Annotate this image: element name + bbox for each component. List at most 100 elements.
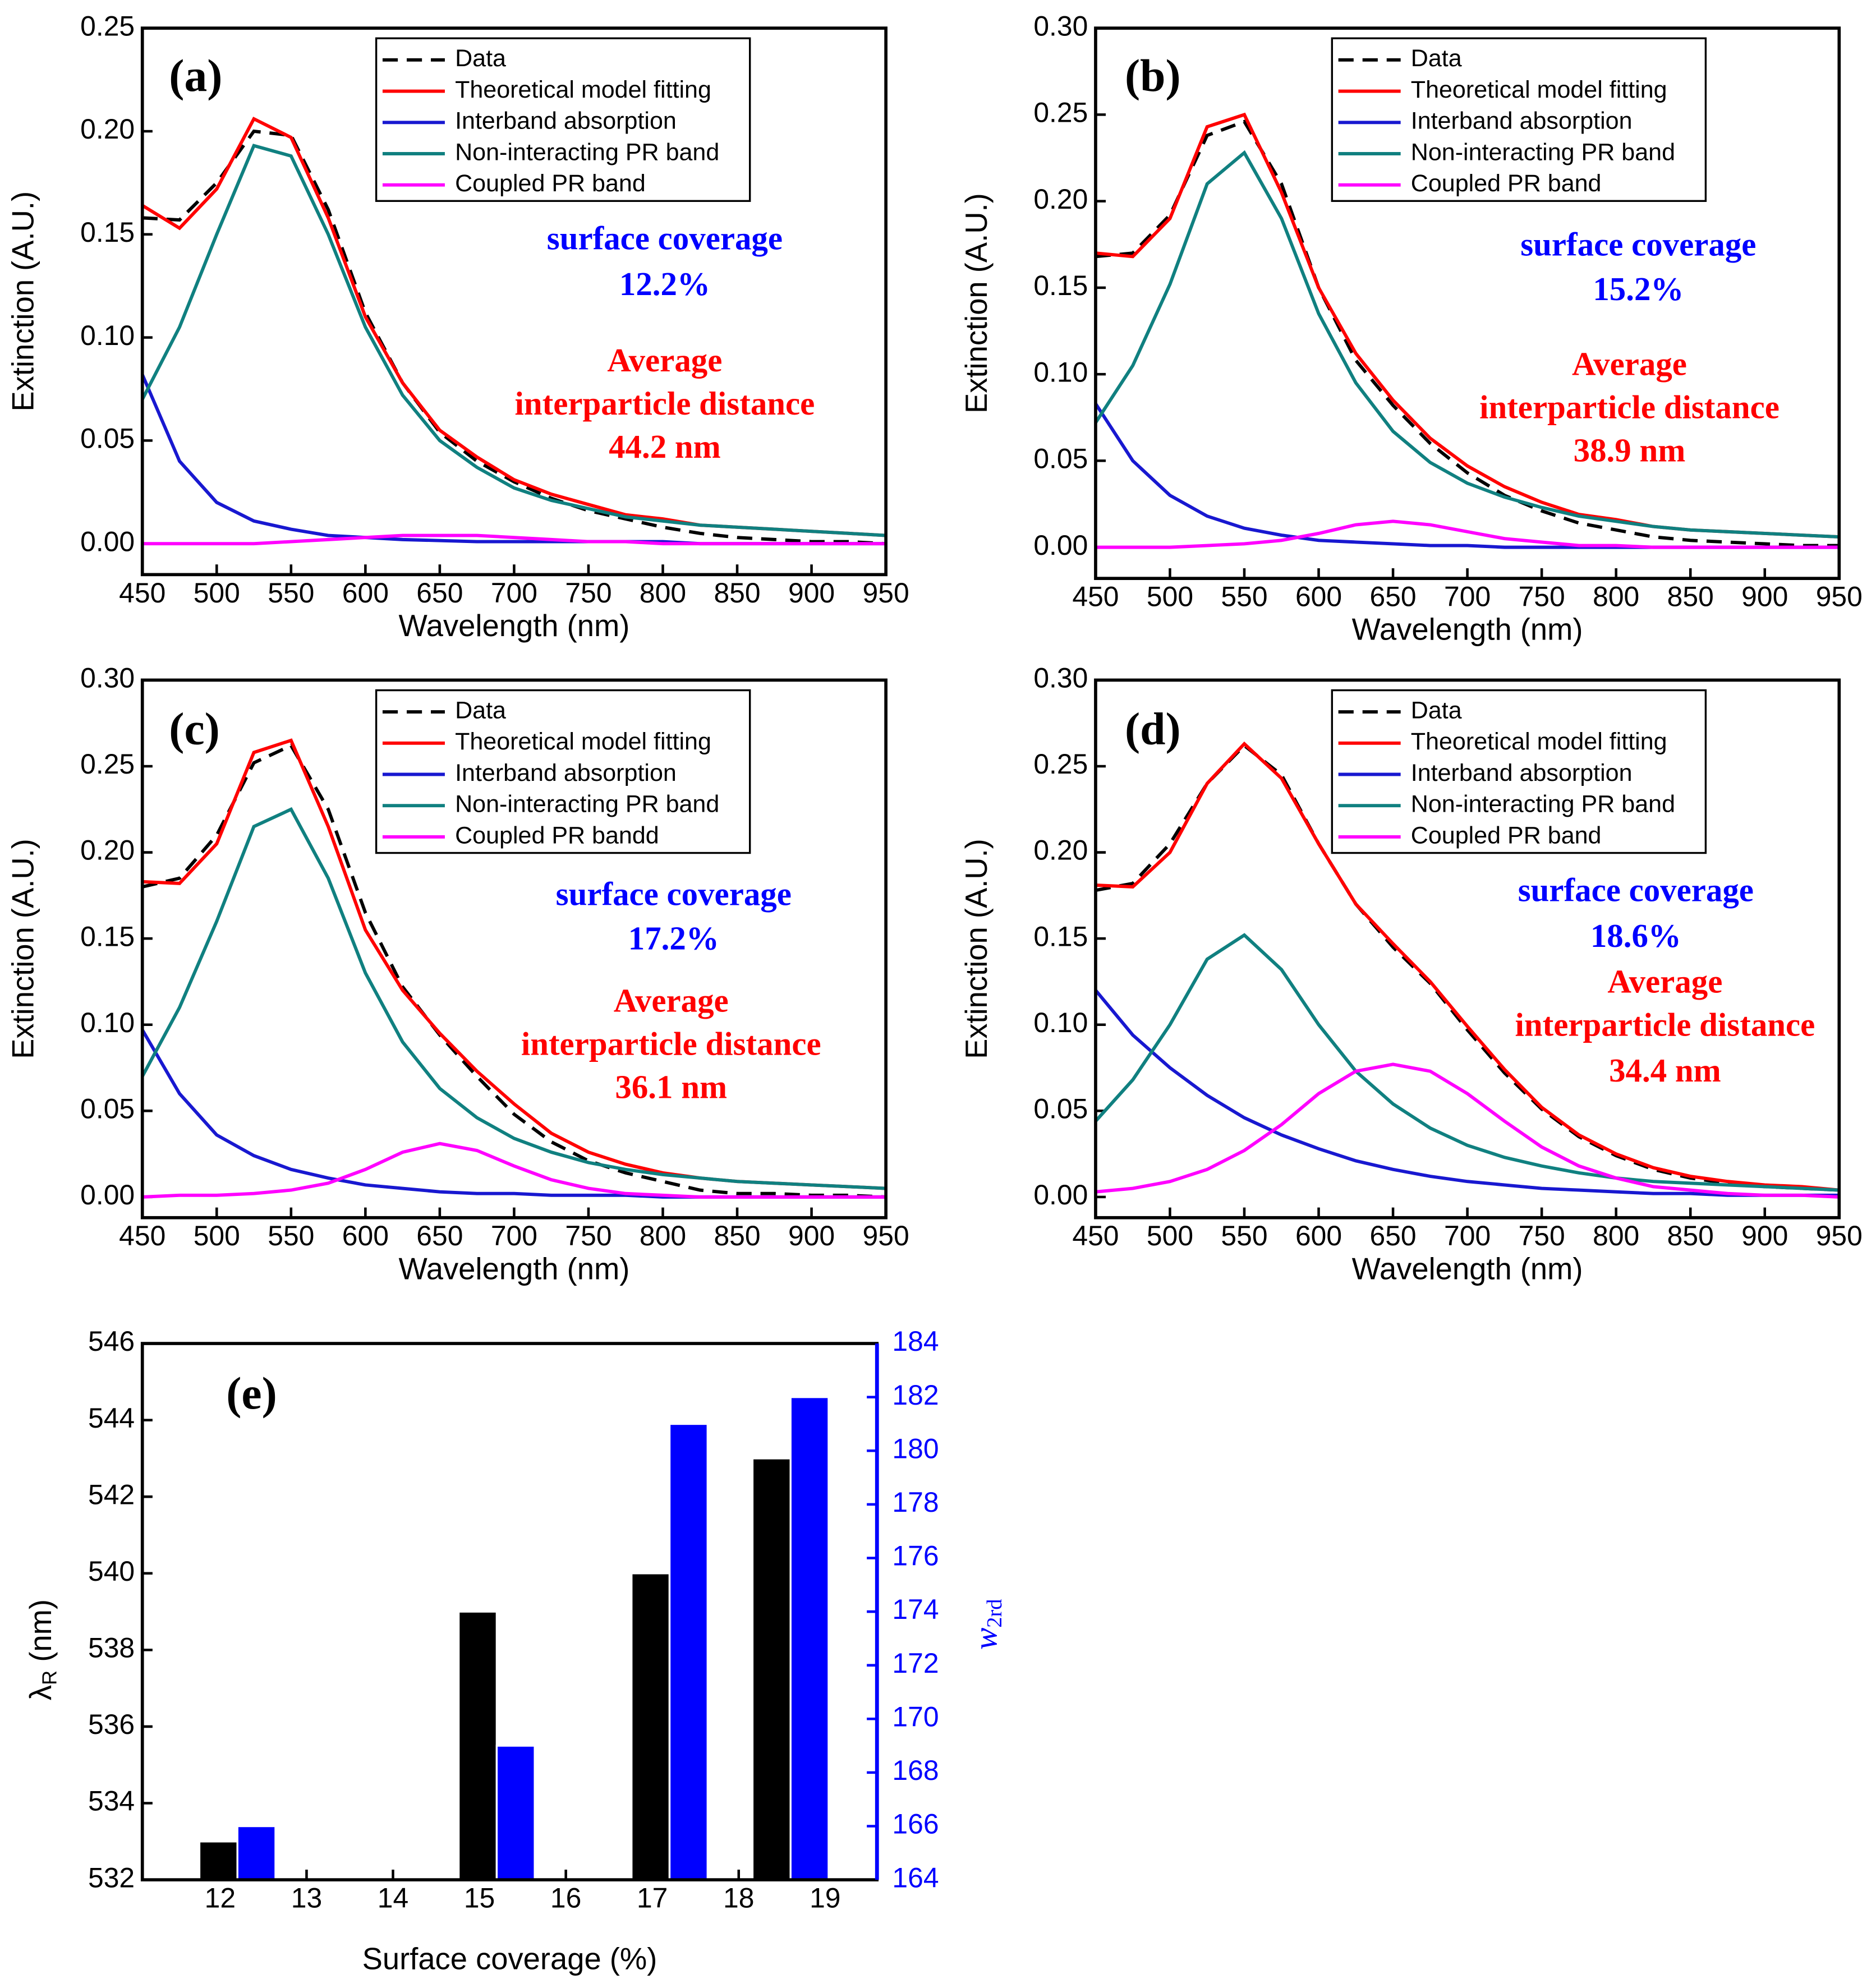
x-tick-label: 550: [268, 1220, 314, 1251]
y-tick-label: 536: [88, 1709, 135, 1740]
x-tick-label: 950: [863, 577, 909, 609]
y2-tick-label: 166: [892, 1808, 939, 1840]
x-tick-label: 750: [1519, 1220, 1565, 1251]
y-tick-label: 0.25: [1033, 97, 1088, 128]
x-tick-label: 500: [194, 577, 240, 609]
x-tick-label: 450: [1072, 1220, 1119, 1251]
x-tick-label: 15: [464, 1883, 495, 1914]
legend-box: [375, 689, 751, 854]
y-tick-label: 546: [88, 1326, 135, 1357]
plot-frame: [140, 26, 888, 577]
x-tick-label: 18: [723, 1883, 754, 1914]
legend-label: Interband absorption: [455, 108, 677, 135]
legend-label: Interband absorption: [455, 760, 677, 786]
series-line: [1094, 989, 1840, 1197]
y2-tick-label: 168: [892, 1755, 939, 1786]
series-line: [142, 1142, 886, 1199]
x-tick-label: 850: [1667, 1220, 1714, 1251]
y-tick-label: 0.15: [1033, 921, 1088, 952]
x-tick-label: 600: [1295, 1220, 1342, 1251]
y-tick-label: 0.20: [1033, 835, 1088, 866]
legend-label: Theoretical model fitting: [455, 76, 711, 103]
y-tick-label: 0.10: [1033, 1007, 1088, 1038]
x-tick-label: 750: [565, 577, 611, 609]
panel-label: (a): [169, 50, 222, 101]
series-line: [142, 129, 886, 546]
x-tick-label: 14: [378, 1883, 408, 1914]
bar: [789, 1396, 830, 1881]
y-axis-label: Extinction (A.U.): [959, 839, 994, 1059]
plot-frame: [1094, 678, 1841, 1220]
x-tick-label: 13: [291, 1883, 322, 1914]
y-tick-label: 0.00: [1033, 1179, 1088, 1211]
annotation: surface coverage: [1518, 872, 1754, 909]
legend-label: Non-interacting PR band: [455, 139, 719, 165]
plot-frame: [140, 678, 888, 1220]
x-tick-label: 750: [1519, 581, 1565, 613]
x-tick-label: 900: [788, 577, 835, 609]
x-tick-label: 850: [714, 1220, 760, 1251]
bar: [495, 1745, 536, 1881]
series-line: [141, 807, 886, 1190]
series-line: [1094, 933, 1840, 1192]
x-tick-label: 550: [1221, 1220, 1267, 1251]
bar: [457, 1610, 498, 1881]
x-tick-label: 800: [640, 577, 686, 609]
annotation: interparticle distance: [515, 385, 815, 422]
x-tick-label: 450: [119, 577, 165, 609]
y2-axis-label: w2rd: [967, 1599, 1006, 1650]
x-tick-label: 500: [194, 1220, 240, 1251]
annotation: Average: [607, 342, 722, 379]
legend-label: Interband absorption: [1411, 760, 1633, 786]
series-line: [142, 743, 886, 1199]
legend-label: Non-interacting PR band: [455, 791, 719, 818]
panel-label: (e): [226, 1368, 277, 1419]
x-axis-label: Surface coverage (%): [362, 1941, 657, 1976]
annotation: 34.4 nm: [1609, 1052, 1721, 1089]
y-tick-label: 0.25: [80, 10, 135, 42]
x-tick-label: 650: [416, 1220, 463, 1251]
y2-tick-label: 170: [892, 1701, 939, 1732]
y-tick-label: 0.10: [80, 1007, 135, 1038]
y-tick-label: 0.30: [1033, 10, 1088, 42]
annotation: Average: [1607, 964, 1722, 1000]
x-tick-label: 800: [1593, 1220, 1639, 1251]
annotation: 15.2%: [1593, 271, 1684, 307]
x-tick-label: 650: [416, 577, 463, 609]
y-tick-label: 544: [88, 1402, 135, 1434]
y-tick-label: 538: [88, 1632, 135, 1664]
series-line: [1095, 1062, 1840, 1199]
bar: [631, 1572, 671, 1881]
bar: [198, 1840, 238, 1881]
annotation: interparticle distance: [521, 1026, 821, 1062]
x-tick-label: 600: [342, 1220, 389, 1251]
legend-label: Non-interacting PR band: [1411, 139, 1675, 165]
y-tick-label: 0.15: [80, 217, 135, 248]
y2-tick-label: 184: [892, 1326, 939, 1357]
series-line: [141, 144, 886, 537]
series-line: [1094, 150, 1840, 539]
x-tick-label: 19: [810, 1883, 840, 1914]
y-axis-label: Extinction (A.U.): [6, 839, 40, 1059]
x-tick-label: 450: [119, 1220, 165, 1251]
x-tick-label: 950: [1816, 1220, 1863, 1251]
x-tick-label: 850: [1667, 581, 1714, 613]
annotation: 12.2%: [619, 266, 710, 302]
y-axis-symbol: λ: [24, 1685, 58, 1700]
y-tick-label: 0.00: [80, 1179, 135, 1211]
y2-axis-symbol: w: [967, 1628, 1004, 1650]
legend-label: Coupled PR band: [1411, 170, 1602, 197]
y-tick-label: 0.20: [1033, 183, 1088, 215]
legend-box: [375, 37, 751, 202]
y-axis-unit: (nm): [24, 1599, 58, 1671]
x-tick-label: 17: [637, 1883, 668, 1914]
y-tick-label: 0.25: [1033, 748, 1088, 780]
x-tick-label: 550: [268, 577, 314, 609]
y-axis-label: Extinction (A.U.): [959, 193, 994, 413]
x-tick-label: 700: [1444, 581, 1491, 613]
y2-tick-label: 178: [892, 1487, 939, 1518]
y2-tick-label: 182: [892, 1379, 939, 1411]
series-line: [1095, 519, 1840, 549]
y-tick-label: 0.15: [80, 921, 135, 952]
